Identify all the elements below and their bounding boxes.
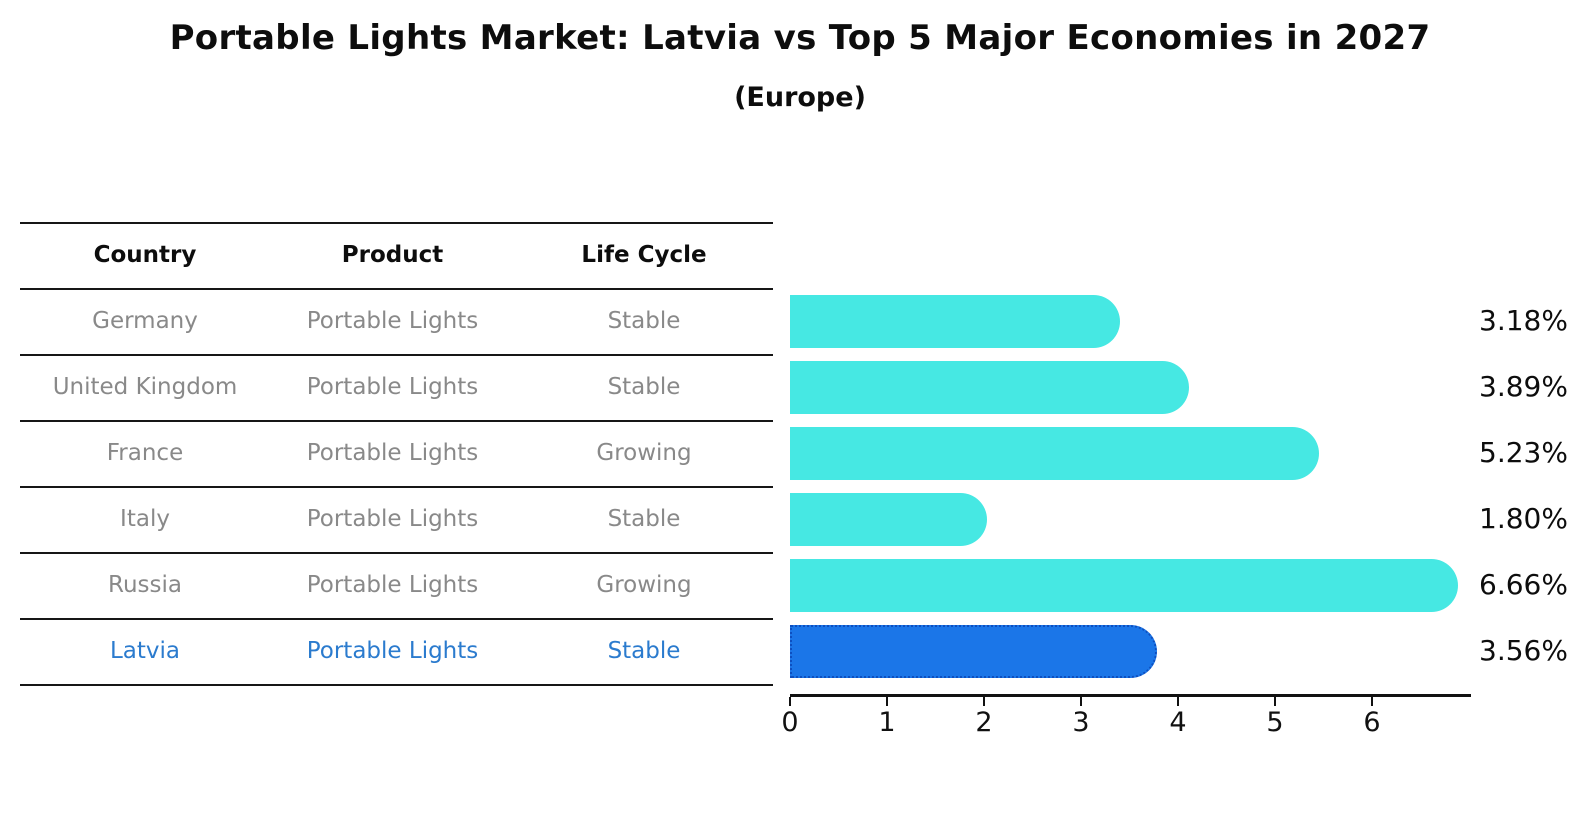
table-row: Italy Portable Lights Stable bbox=[20, 486, 773, 552]
x-axis-tick-label: 0 bbox=[781, 707, 799, 738]
x-axis-tick-label: 1 bbox=[878, 707, 896, 738]
x-axis-tick bbox=[789, 697, 791, 706]
x-axis-tick bbox=[1371, 697, 1373, 706]
table-row: Germany Portable Lights Stable bbox=[20, 288, 773, 354]
x-axis-tick-label: 6 bbox=[1363, 707, 1381, 738]
x-axis-tick-label: 4 bbox=[1169, 707, 1187, 738]
table-row: United Kingdom Portable Lights Stable bbox=[20, 354, 773, 420]
table-row: Latvia Portable Lights Stable bbox=[20, 618, 773, 684]
cell-product: Portable Lights bbox=[306, 638, 479, 665]
market-share-bar bbox=[790, 559, 1458, 612]
cell-life-cycle: Growing bbox=[596, 440, 692, 467]
page-title: Portable Lights Market: Latvia vs Top 5 … bbox=[169, 18, 1431, 58]
market-share-bar bbox=[790, 295, 1120, 348]
market-share-bar bbox=[790, 427, 1319, 480]
table-body: Germany Portable Lights Stable United Kingd… bbox=[20, 288, 773, 684]
value-label: 5.23% bbox=[1479, 436, 1568, 469]
cell-product: Portable Lights bbox=[306, 506, 479, 533]
x-axis-tick bbox=[1177, 697, 1179, 706]
x-axis-tick bbox=[983, 697, 985, 706]
cell-country: Germany bbox=[92, 308, 198, 335]
cell-life-cycle: Stable bbox=[607, 308, 681, 335]
value-label: 3.89% bbox=[1479, 370, 1568, 403]
cell-product: Portable Lights bbox=[306, 374, 479, 401]
cell-country: United Kingdom bbox=[52, 374, 238, 401]
market-share-bar-highlight bbox=[790, 625, 1157, 678]
cell-country: Russia bbox=[108, 572, 182, 599]
x-axis-tick-label: 5 bbox=[1266, 707, 1284, 738]
market-share-bar bbox=[790, 493, 987, 546]
cell-product: Portable Lights bbox=[306, 572, 479, 599]
table-row: France Portable Lights Growing bbox=[20, 420, 773, 486]
cell-country: Italy bbox=[120, 506, 170, 533]
cell-product: Portable Lights bbox=[306, 308, 479, 335]
table-row: Russia Portable Lights Growing bbox=[20, 552, 773, 618]
cell-country: France bbox=[106, 440, 184, 467]
value-label: 3.56% bbox=[1479, 634, 1568, 667]
value-label: 1.80% bbox=[1479, 502, 1568, 535]
x-axis-tick bbox=[886, 697, 888, 706]
value-label: 3.18% bbox=[1479, 304, 1568, 337]
cell-product: Portable Lights bbox=[306, 440, 479, 467]
market-share-bar bbox=[790, 361, 1189, 414]
x-axis-line bbox=[790, 694, 1471, 697]
cell-life-cycle: Stable bbox=[607, 506, 681, 533]
header-cell-product: Product bbox=[341, 242, 444, 269]
header-cell-country: Country bbox=[93, 242, 197, 269]
table-header-row: Country Product Life Cycle bbox=[20, 222, 773, 288]
x-axis-tick-label: 3 bbox=[1072, 707, 1090, 738]
cell-country: Latvia bbox=[109, 638, 181, 665]
header-cell-life-cycle: Life Cycle bbox=[581, 242, 707, 269]
market-table: Country Product Life Cycle Germany Portab… bbox=[20, 222, 773, 686]
cell-life-cycle: Stable bbox=[607, 374, 681, 401]
value-label: 6.66% bbox=[1479, 568, 1568, 601]
cell-life-cycle: Growing bbox=[596, 572, 692, 599]
x-axis-tick bbox=[1080, 697, 1082, 706]
cell-life-cycle: Stable bbox=[607, 638, 681, 665]
page-subtitle: (Europe) bbox=[734, 82, 866, 113]
x-axis-tick-label: 2 bbox=[975, 707, 993, 738]
x-axis-tick bbox=[1274, 697, 1276, 706]
